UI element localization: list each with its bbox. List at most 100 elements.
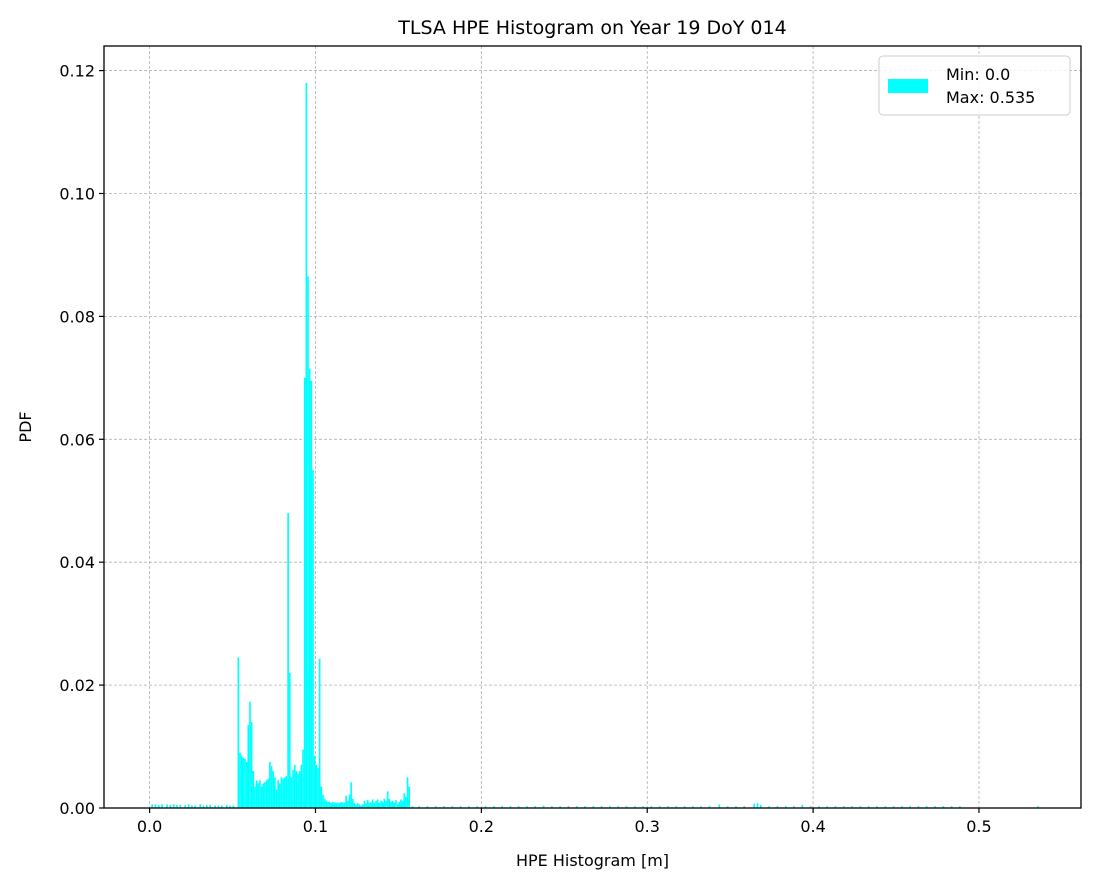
histogram-bar <box>280 777 283 808</box>
histogram-bar <box>842 806 845 808</box>
histogram-bar <box>909 806 911 808</box>
histogram-bar <box>278 783 281 808</box>
histogram-bar <box>154 804 157 808</box>
histogram-bar <box>187 804 190 808</box>
histogram-bar <box>492 806 495 808</box>
histogram-bar <box>353 803 356 808</box>
histogram-bar <box>559 806 561 808</box>
histogram-bar <box>265 780 268 808</box>
histogram-bar <box>434 806 437 808</box>
histogram-bar <box>260 786 263 808</box>
histogram-bar <box>247 725 250 808</box>
x-axis-label: HPE Histogram [m] <box>516 851 669 870</box>
y-axis-ticks: 0.00 0.02 0.04 0.06 0.08 0.10 0.12 <box>59 62 104 818</box>
histogram-bar <box>217 805 220 808</box>
histogram-bar <box>667 806 669 808</box>
histogram-bar <box>330 803 333 808</box>
histogram-bar <box>259 780 261 808</box>
y-tick-label: 0.06 <box>59 430 95 449</box>
histogram-bar <box>202 805 205 808</box>
histogram-bar <box>169 804 172 808</box>
histogram-bar <box>328 801 331 808</box>
histogram-bar <box>735 806 737 808</box>
histogram-bar <box>809 806 812 808</box>
histogram-bar <box>277 780 279 808</box>
histogram-bar <box>426 806 429 808</box>
histogram-bar <box>365 803 367 808</box>
legend-swatch <box>888 79 928 93</box>
histogram-bar <box>726 806 729 808</box>
histogram-bar <box>249 701 251 808</box>
histogram-bar <box>358 804 361 808</box>
histogram-bar <box>526 806 528 808</box>
histogram-bar <box>315 764 318 808</box>
histogram-bar <box>818 806 820 808</box>
histogram-bar <box>551 806 553 808</box>
histogram-bar <box>901 806 903 808</box>
histogram-bar <box>784 806 787 808</box>
histogram-bar <box>542 805 545 808</box>
histogram-bar <box>393 802 396 808</box>
histogram-bar <box>406 777 409 808</box>
histogram-bar <box>376 799 379 808</box>
histogram-bar <box>884 806 887 808</box>
histogram-bar <box>925 806 928 808</box>
histogram-bar <box>356 803 359 808</box>
histogram-bar <box>617 806 620 808</box>
histogram-bar <box>283 777 286 808</box>
histogram-bar <box>270 766 273 808</box>
histogram-bar <box>285 776 288 808</box>
histogram-bar <box>317 768 319 808</box>
histogram-bar <box>370 801 372 808</box>
histogram-bar <box>209 804 211 808</box>
histogram-bar <box>179 804 182 808</box>
histogram-bar <box>242 757 245 808</box>
histogram-bar <box>269 761 271 808</box>
histogram-bar <box>793 806 795 808</box>
histogram-bar <box>347 800 349 808</box>
histogram-bar <box>658 806 661 808</box>
histogram-bar <box>363 800 366 808</box>
histogram-bar <box>318 658 321 808</box>
histogram-bar <box>383 798 386 808</box>
y-tick-label: 0.02 <box>59 676 95 695</box>
histogram-bar <box>295 771 298 808</box>
histogram-bar <box>264 782 266 808</box>
histogram-bar <box>575 806 578 808</box>
histogram-bar <box>290 777 293 808</box>
histogram-bar <box>942 806 945 808</box>
legend: Min: 0.0 Max: 0.535 <box>878 55 1071 116</box>
histogram-bar <box>851 806 853 808</box>
histogram-bar <box>743 806 746 808</box>
histogram-bar <box>381 801 384 808</box>
histogram-bar <box>484 806 487 808</box>
histogram-bar <box>206 804 208 808</box>
histogram-bar <box>876 806 878 808</box>
histogram-bar <box>244 758 246 808</box>
histogram-bar <box>345 795 348 808</box>
histogram-bar <box>683 806 686 808</box>
histogram-bar <box>398 801 401 808</box>
x-tick-label: 0.1 <box>303 817 328 836</box>
legend-label-max: Max: 0.535 <box>946 88 1035 107</box>
histogram-bar <box>400 799 402 808</box>
histogram-bar <box>718 804 721 808</box>
histogram-bar <box>867 806 870 808</box>
histogram-bar <box>675 806 678 808</box>
histogram-bar <box>390 801 392 808</box>
histogram-bar <box>468 806 470 808</box>
histogram-bar <box>380 800 382 808</box>
legend-box <box>878 55 1071 116</box>
histogram-bar <box>287 513 289 808</box>
histogram-bar <box>194 805 197 808</box>
histogram-bar <box>313 755 316 808</box>
histogram-bar <box>776 806 779 808</box>
x-tick-label: 0.2 <box>469 817 494 836</box>
histogram-bar <box>340 801 343 808</box>
histogram-bar <box>255 780 258 808</box>
chart-title: TLSA HPE Histogram on Year 19 DoY 014 <box>397 17 786 39</box>
legend-label-min: Min: 0.0 <box>946 65 1010 84</box>
histogram-bar <box>633 806 636 808</box>
histogram-bar <box>199 804 202 808</box>
